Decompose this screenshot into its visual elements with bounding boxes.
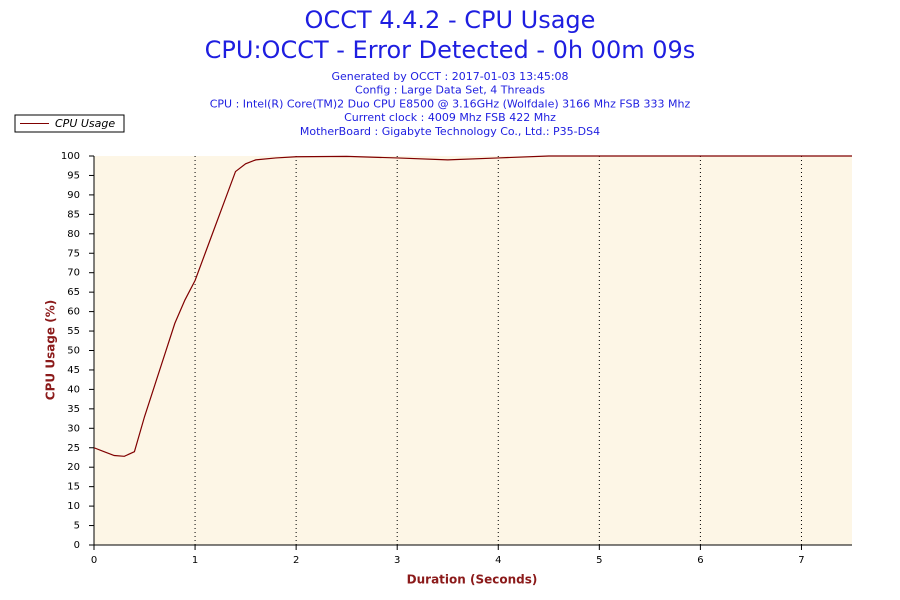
x-tick-label: 1 (192, 555, 198, 566)
y-tick-label: 100 (61, 151, 80, 162)
y-tick-label: 30 (67, 423, 80, 434)
y-tick-label: 80 (67, 229, 80, 240)
plot-area (94, 156, 852, 545)
y-tick-label: 65 (67, 287, 80, 298)
y-tick-label: 45 (67, 365, 80, 376)
legend-box (14, 114, 125, 133)
info-line: CPU : Intel(R) Core(TM)2 Duo CPU E8500 @… (210, 97, 691, 110)
legend-label: CPU Usage (55, 117, 115, 130)
y-tick-label: 85 (67, 209, 80, 220)
y-tick-label: 95 (67, 170, 80, 181)
x-tick-label: 6 (697, 555, 703, 566)
y-tick-label: 90 (67, 190, 80, 201)
chart-title: OCCT 4.4.2 - CPU Usage (305, 6, 596, 34)
data-line (93, 155, 852, 457)
y-tick-label: 25 (67, 443, 80, 454)
info-line: MotherBoard : Gigabyte Technology Co., L… (300, 125, 600, 138)
y-tick-label: 0 (74, 540, 80, 551)
y-tick-label: 75 (67, 248, 80, 259)
info-line: Config : Large Data Set, 4 Threads (355, 84, 545, 97)
y-tick-label: 40 (67, 384, 80, 395)
x-tick-label: 4 (495, 555, 501, 566)
x-tick-label: 5 (596, 555, 602, 566)
x-axis-label: Duration (Seconds) (407, 573, 538, 587)
y-tick-label: 50 (67, 346, 80, 357)
y-tick-label: 55 (67, 326, 80, 337)
y-tick-label: 15 (67, 482, 80, 493)
info-line: Generated by OCCT : 2017-01-03 13:45:08 (331, 70, 568, 83)
y-tick-label: 60 (67, 307, 80, 318)
y-tick-label: 10 (67, 501, 80, 512)
y-tick-label: 5 (74, 521, 80, 532)
y-tick-label: 20 (67, 462, 80, 473)
y-tick-label: 70 (67, 268, 80, 279)
x-tick-label: 0 (91, 555, 97, 566)
y-tick-label: 35 (67, 404, 80, 415)
chart-subtitle: CPU:OCCT - Error Detected - 0h 00m 09s (205, 36, 696, 64)
x-tick-label: 2 (293, 555, 299, 566)
y-axis-label: CPU Usage (%) (44, 300, 58, 400)
x-tick-label: 7 (798, 555, 804, 566)
x-tick-label: 3 (394, 555, 400, 566)
info-line: Current clock : 4009 Mhz FSB 422 Mhz (344, 111, 556, 124)
